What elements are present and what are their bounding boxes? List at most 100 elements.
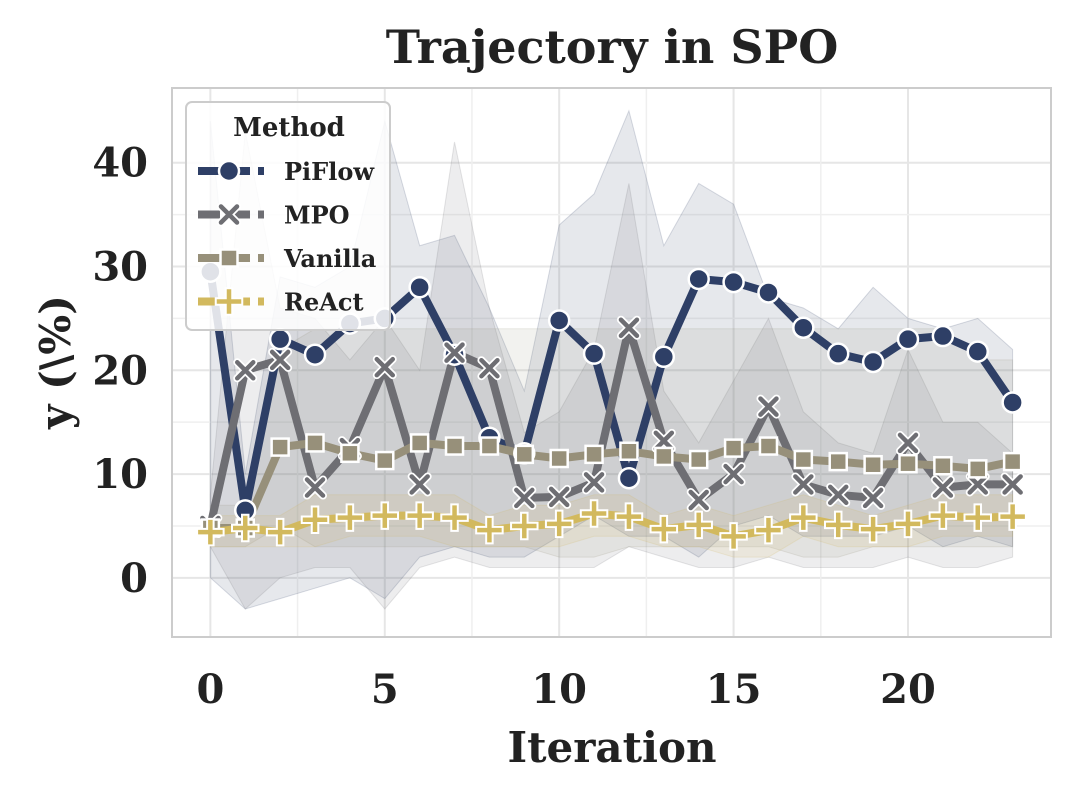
point-piflow-18 (826, 342, 850, 365)
point-vanilla-22 (968, 459, 988, 479)
point-piflow-3 (303, 343, 327, 366)
point-react-21 (928, 501, 958, 530)
point-react-5 (370, 501, 400, 530)
legend-label-react: ReAct (284, 288, 364, 317)
point-vanilla-9 (514, 444, 535, 465)
point-mpo-11 (582, 470, 607, 495)
point-react-12 (614, 502, 644, 531)
point-mpo-1 (233, 358, 258, 383)
band-vanilla (209, 328, 1014, 558)
point-react-17 (789, 503, 818, 532)
point-react-10 (544, 509, 574, 539)
point-piflow-14 (687, 267, 710, 291)
y-tick-label-3: 30 (92, 244, 148, 291)
point-vanilla-7 (444, 436, 465, 456)
point-vanilla-20 (898, 453, 918, 474)
point-mpo-13 (651, 428, 676, 453)
legend-item-vanilla: Vanilla (198, 244, 376, 273)
point-mpo-2 (268, 347, 293, 372)
point-vanilla-4 (340, 443, 360, 464)
y-tick-label-0: 0 (120, 555, 148, 602)
point-vanilla-14 (688, 449, 709, 470)
point-piflow-11 (582, 342, 606, 365)
plot-area (171, 87, 1052, 638)
point-react-0 (196, 517, 225, 547)
point-vanilla-16 (758, 436, 779, 456)
band-react (209, 494, 1014, 558)
legend: Method PiFlow MPO Vanilla ReAct (185, 101, 391, 331)
point-react-20 (893, 509, 923, 539)
point-vanilla-17 (793, 449, 814, 470)
legend-marker-mpo (217, 202, 241, 227)
legend-items: PiFlow MPO Vanilla ReAct (198, 157, 376, 317)
markers-vanilla (200, 433, 1023, 538)
point-vanilla-5 (375, 450, 395, 471)
point-mpo-10 (547, 484, 572, 509)
point-mpo-23 (1000, 472, 1025, 497)
x-tick-label-1: 5 (371, 666, 399, 713)
point-mpo-5 (372, 355, 397, 380)
point-mpo-18 (826, 482, 851, 507)
point-piflow-6 (408, 276, 431, 299)
point-react-7 (440, 503, 469, 532)
point-react-18 (823, 510, 853, 540)
point-vanilla-12 (619, 441, 639, 461)
point-mpo-6 (407, 472, 432, 497)
x-tick-label-0: 0 (196, 666, 224, 713)
point-vanilla-6 (409, 433, 430, 453)
point-piflow-20 (896, 327, 920, 351)
point-piflow-12 (617, 466, 641, 490)
point-react-11 (579, 499, 609, 528)
point-mpo-8 (477, 356, 502, 381)
point-vanilla-13 (654, 446, 674, 467)
point-mpo-14 (686, 488, 711, 513)
legend-box (185, 101, 391, 331)
point-piflow-22 (966, 340, 989, 363)
point-react-13 (649, 514, 679, 544)
y-tick-label-2: 20 (92, 347, 148, 394)
point-mpo-22 (965, 472, 990, 497)
point-mpo-20 (895, 430, 920, 455)
y-axis-label: y (\%) (31, 295, 80, 430)
point-react-23 (998, 502, 1027, 531)
point-vanilla-19 (863, 454, 883, 475)
point-vanilla-2 (270, 437, 290, 457)
point-mpo-17 (791, 472, 816, 497)
point-vanilla-18 (828, 451, 848, 472)
point-react-3 (300, 505, 330, 534)
point-mpo-16 (756, 394, 781, 419)
point-react-9 (510, 511, 539, 541)
point-react-22 (963, 503, 992, 532)
point-vanilla-23 (1002, 451, 1023, 472)
legend-marker-react (214, 287, 244, 316)
x-tick-label-2: 10 (531, 666, 587, 713)
y-tick-label-4: 40 (92, 140, 148, 187)
point-mpo-21 (930, 475, 955, 500)
x-tick-labels: 0 5 10 15 20 (196, 666, 935, 713)
point-react-8 (475, 515, 504, 545)
point-vanilla-15 (723, 438, 744, 458)
point-mpo-9 (512, 485, 537, 510)
point-mpo-7 (442, 340, 467, 365)
point-vanilla-8 (479, 436, 500, 456)
point-react-6 (405, 501, 434, 530)
legend-marker-piflow (217, 159, 241, 183)
point-piflow-21 (931, 324, 955, 348)
point-vanilla-21 (933, 456, 953, 476)
plot-frame (171, 87, 1052, 638)
point-vanilla-3 (305, 433, 325, 453)
point-piflow-15 (722, 270, 745, 294)
point-piflow-16 (757, 281, 780, 304)
y-tick-label-1: 10 (92, 451, 148, 498)
point-react-16 (754, 515, 783, 545)
point-mpo-3 (303, 475, 328, 500)
point-vanilla-10 (549, 448, 569, 469)
x-axis-label: Iteration (507, 723, 716, 772)
x-tick-label-4: 20 (880, 666, 936, 713)
point-react-4 (335, 503, 365, 532)
point-mpo-12 (616, 315, 641, 340)
point-react-14 (684, 510, 713, 540)
point-mpo-19 (861, 485, 886, 510)
legend-label-piflow: PiFlow (284, 157, 375, 186)
